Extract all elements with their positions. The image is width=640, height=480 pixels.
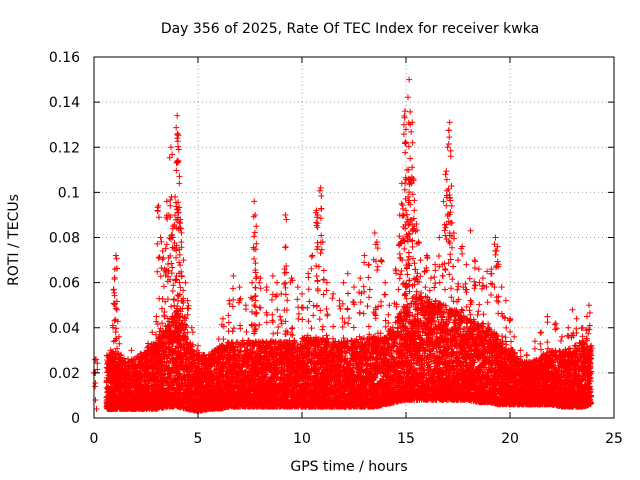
data-point [107, 371, 114, 378]
data-point [119, 379, 126, 386]
data-point [117, 401, 124, 408]
data-point [114, 405, 121, 412]
data-point [114, 398, 121, 405]
data-point [118, 400, 125, 407]
data-point [111, 383, 118, 390]
data-point [113, 369, 120, 376]
data-point [107, 390, 114, 397]
data-point [108, 399, 115, 406]
data-point [112, 384, 119, 391]
chart-title: Day 356 of 2025, Rate Of TEC Index for r… [161, 21, 539, 37]
data-points [90, 76, 595, 415]
data-point [104, 403, 111, 410]
data-point [112, 394, 119, 401]
data-point [116, 379, 123, 386]
data-point [106, 396, 113, 403]
data-point [104, 385, 111, 392]
